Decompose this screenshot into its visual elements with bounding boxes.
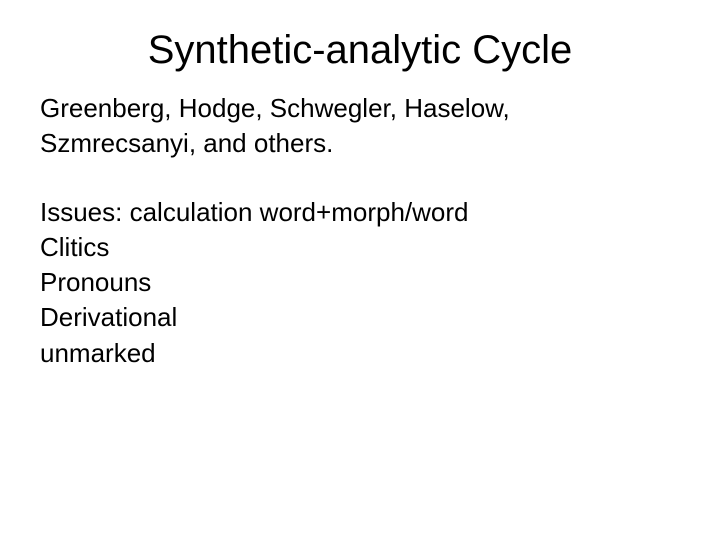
authors-line-2: Szmrecsanyi, and others. [40,126,680,161]
issues-item-clitics: Clitics [40,230,680,265]
issues-heading-line: Issues: calculation word+morph/word [40,195,680,230]
issues-item-unmarked: unmarked [40,336,680,371]
slide-container: Synthetic-analytic Cycle Greenberg, Hodg… [0,0,720,540]
issues-item-derivational: Derivational [40,300,680,335]
slide-title: Synthetic-analytic Cycle [40,28,680,73]
authors-paragraph: Greenberg, Hodge, Schwegler, Haselow, Sz… [40,91,680,161]
issues-item-pronouns: Pronouns [40,265,680,300]
slide-body: Greenberg, Hodge, Schwegler, Haselow, Sz… [40,91,680,371]
authors-line-1: Greenberg, Hodge, Schwegler, Haselow, [40,91,680,126]
issues-paragraph: Issues: calculation word+morph/word Clit… [40,195,680,370]
